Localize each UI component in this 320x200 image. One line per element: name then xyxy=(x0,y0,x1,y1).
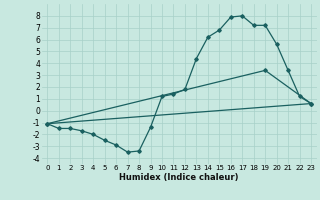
X-axis label: Humidex (Indice chaleur): Humidex (Indice chaleur) xyxy=(119,173,239,182)
